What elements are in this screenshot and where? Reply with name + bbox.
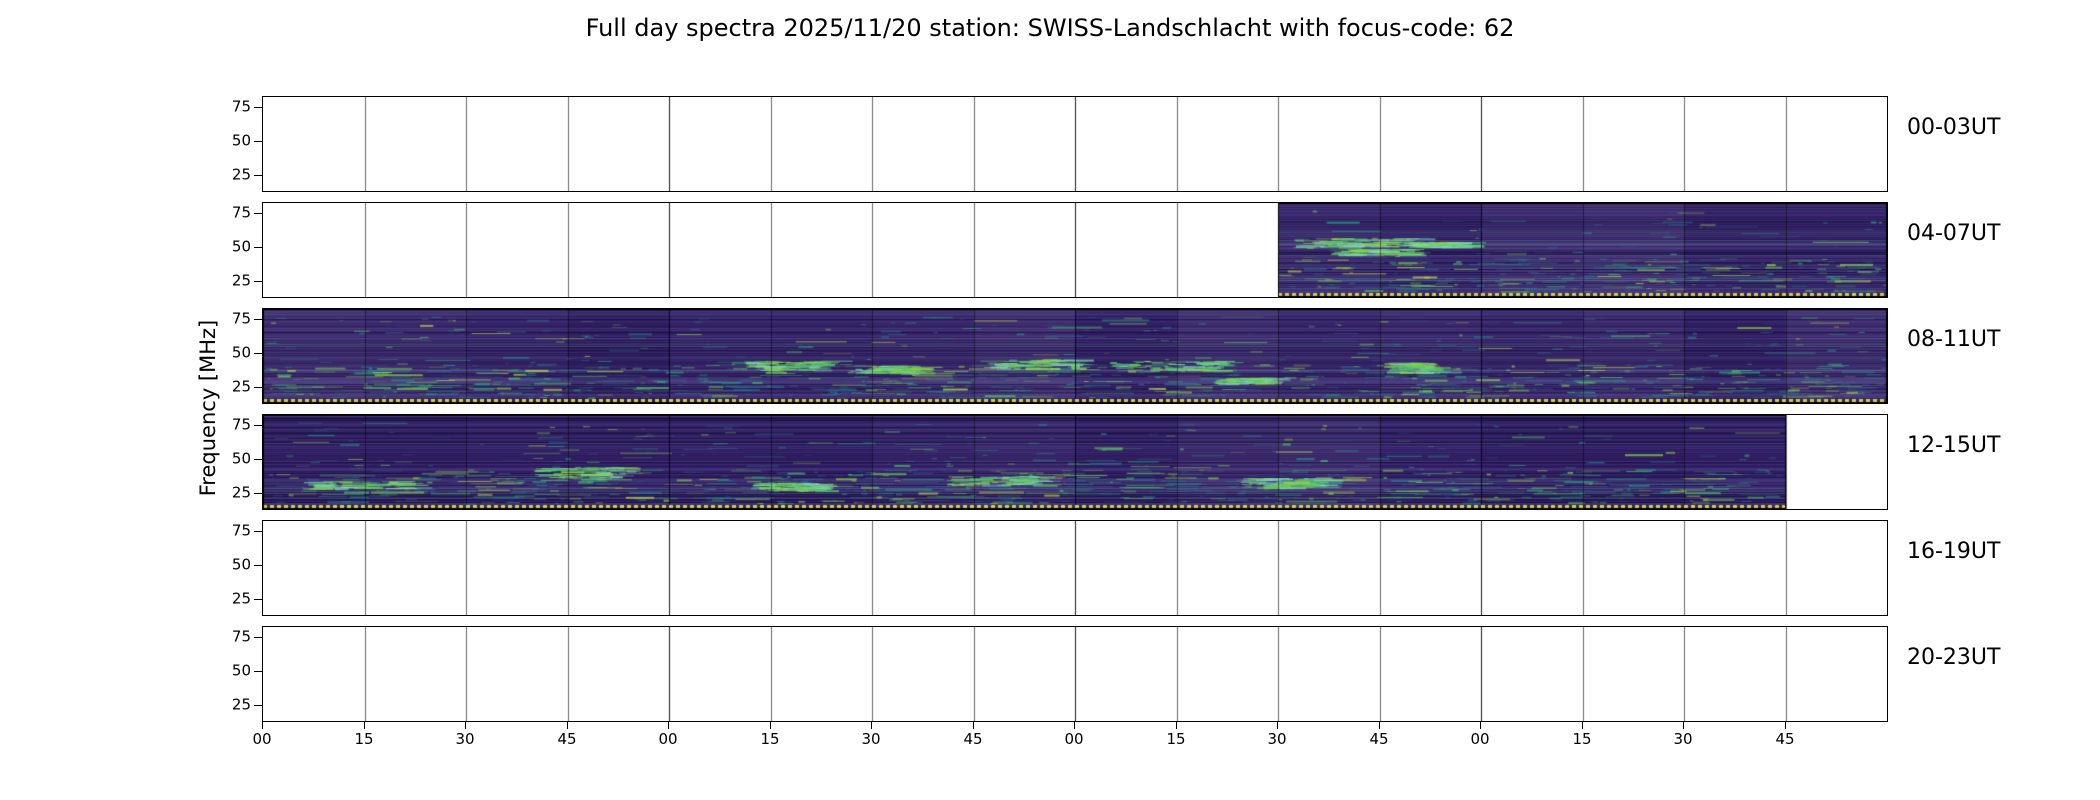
x-tick-mark bbox=[1074, 722, 1075, 729]
spectrogram-canvas bbox=[263, 203, 1887, 297]
y-axis-label: Frequency [MHz] bbox=[196, 319, 220, 497]
plot-area: 75 50 25 00-03UT 75 50 25 04-07UT 75 50 25 08-11UT 7… bbox=[232, 96, 2000, 722]
y-tick-label: 50 bbox=[231, 343, 251, 362]
y-tick-mark bbox=[254, 493, 262, 494]
y-tick-mark bbox=[254, 247, 262, 248]
panel-time-range-label: 12-15UT bbox=[1907, 433, 2001, 458]
panel-time-range-label: 00-03UT bbox=[1907, 115, 2001, 140]
x-tick-label: 45 bbox=[557, 730, 577, 748]
spectrogram-canvas bbox=[263, 97, 1887, 191]
y-tick-mark bbox=[254, 107, 262, 108]
y-tick-label: 50 bbox=[231, 449, 251, 468]
x-tick-mark bbox=[465, 722, 466, 729]
y-tick-label: 75 bbox=[231, 97, 251, 116]
x-tick-mark bbox=[1582, 722, 1583, 729]
x-tick-mark bbox=[871, 722, 872, 729]
panel-time-range-label: 08-11UT bbox=[1907, 327, 2001, 352]
x-tick-label: 30 bbox=[455, 730, 475, 748]
spectrogram-canvas bbox=[263, 521, 1887, 615]
spectrogram-canvas bbox=[263, 415, 1887, 509]
spectrogram-panel-04-07UT: 75 50 25 04-07UT bbox=[232, 202, 2000, 298]
x-tick-mark bbox=[1379, 722, 1380, 729]
y-tick-label: 50 bbox=[231, 661, 251, 680]
x-tick-label: 00 bbox=[658, 730, 678, 748]
y-tick-mark bbox=[254, 637, 262, 638]
x-tick-label: 45 bbox=[1775, 730, 1795, 748]
x-tick-label: 45 bbox=[963, 730, 983, 748]
x-tick-mark bbox=[1176, 722, 1177, 729]
x-tick-mark bbox=[364, 722, 365, 729]
y-tick-label: 75 bbox=[231, 627, 251, 646]
spectrogram-panel-12-15UT: 75 50 25 12-15UT bbox=[232, 414, 2000, 510]
y-tick-label: 75 bbox=[231, 521, 251, 540]
x-tick-mark bbox=[1683, 722, 1684, 729]
figure-title: Full day spectra 2025/11/20 station: SWI… bbox=[585, 14, 1515, 42]
spectrogram-panel-16-19UT: 75 50 25 16-19UT bbox=[232, 520, 2000, 616]
y-tick-label: 75 bbox=[231, 203, 251, 222]
x-tick-label: 15 bbox=[1572, 730, 1592, 748]
x-tick-label: 30 bbox=[1673, 730, 1693, 748]
x-tick-label: 30 bbox=[861, 730, 881, 748]
x-tick-label: 00 bbox=[252, 730, 272, 748]
y-tick-label: 25 bbox=[231, 271, 251, 290]
x-tick-mark bbox=[262, 722, 263, 729]
x-tick-label: 15 bbox=[1166, 730, 1186, 748]
x-axis: 00 15 30 45 00 15 30 45 00 15 30 45 00 15 30 45 bbox=[252, 722, 1888, 762]
y-tick-mark bbox=[254, 705, 262, 706]
y-tick-mark bbox=[254, 281, 262, 282]
x-tick-mark bbox=[1277, 722, 1278, 729]
spectrogram-panel-20-23UT: 75 50 25 20-23UT bbox=[232, 626, 2000, 722]
y-tick-mark bbox=[254, 565, 262, 566]
y-tick-mark bbox=[254, 671, 262, 672]
panel-time-range-label: 20-23UT bbox=[1907, 645, 2001, 670]
y-tick-label: 75 bbox=[231, 415, 251, 434]
y-tick-label: 50 bbox=[231, 131, 251, 150]
y-tick-label: 25 bbox=[231, 589, 251, 608]
y-tick-mark bbox=[254, 141, 262, 142]
panel-time-range-label: 16-19UT bbox=[1907, 539, 2001, 564]
spectrogram-canvas bbox=[263, 627, 1887, 721]
x-tick-label: 30 bbox=[1267, 730, 1287, 748]
y-tick-label: 25 bbox=[231, 165, 251, 184]
y-tick-label: 50 bbox=[231, 237, 251, 256]
x-tick-label: 15 bbox=[760, 730, 780, 748]
x-tick-mark bbox=[1480, 722, 1481, 729]
y-tick-mark bbox=[254, 387, 262, 388]
panel-time-range-label: 04-07UT bbox=[1907, 221, 2001, 246]
x-tick-mark bbox=[770, 722, 771, 729]
x-tick-mark bbox=[668, 722, 669, 729]
y-tick-mark bbox=[254, 425, 262, 426]
y-tick-mark bbox=[254, 213, 262, 214]
x-tick-label: 45 bbox=[1369, 730, 1389, 748]
y-tick-mark bbox=[254, 599, 262, 600]
y-tick-label: 50 bbox=[231, 555, 251, 574]
y-tick-mark bbox=[254, 353, 262, 354]
y-tick-mark bbox=[254, 531, 262, 532]
y-tick-label: 75 bbox=[231, 309, 251, 328]
x-tick-mark bbox=[1785, 722, 1786, 729]
y-tick-label: 25 bbox=[231, 695, 251, 714]
x-tick-label: 00 bbox=[1064, 730, 1084, 748]
y-tick-mark bbox=[254, 175, 262, 176]
y-tick-mark bbox=[254, 319, 262, 320]
spectrogram-canvas bbox=[263, 309, 1887, 403]
x-tick-mark bbox=[567, 722, 568, 729]
x-tick-label: 15 bbox=[354, 730, 374, 748]
spectrogram-panel-08-11UT: 75 50 25 08-11UT bbox=[232, 308, 2000, 404]
y-tick-label: 25 bbox=[231, 483, 251, 502]
y-tick-mark bbox=[254, 459, 262, 460]
x-tick-mark bbox=[973, 722, 974, 729]
x-tick-label: 00 bbox=[1470, 730, 1490, 748]
y-tick-label: 25 bbox=[231, 377, 251, 396]
spectrogram-panel-00-03UT: 75 50 25 00-03UT bbox=[232, 96, 2000, 192]
